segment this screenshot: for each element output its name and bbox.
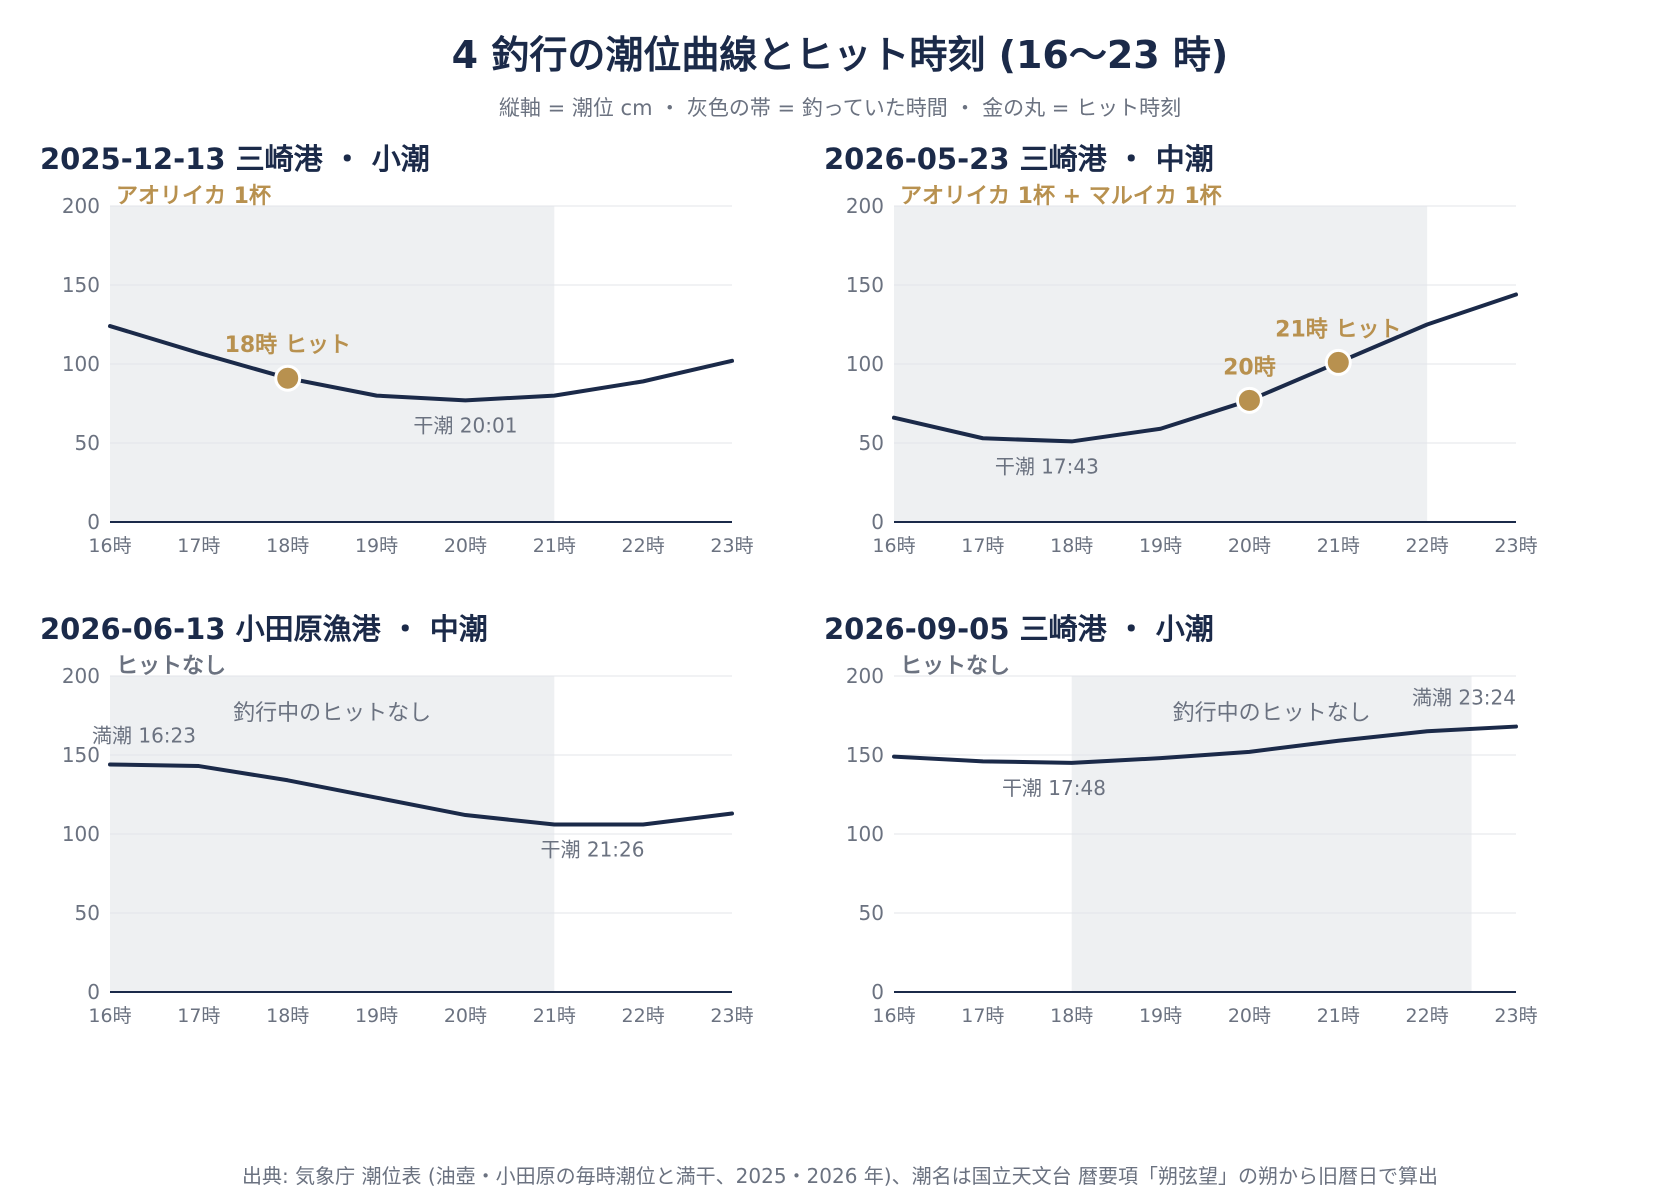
- chart-panel-2: 2026-05-23 三崎港 ・ 中潮 アオリイカ 1杯 + マルイカ 1杯 0…: [824, 136, 1604, 596]
- y-tick-label: 150: [62, 273, 100, 297]
- tide-line: [108, 324, 734, 403]
- chart-panel-3: 2026-06-13 小田原漁港 ・ 中潮 ヒットなし 0 50 100 150 200…: [40, 606, 820, 1066]
- tide-annotation: 満潮 16:23: [92, 723, 196, 747]
- y-tick-label: 0: [871, 510, 884, 534]
- hit-marker: [1235, 386, 1263, 414]
- catch-label: ヒットなし: [900, 654, 1011, 679]
- panel-title: 2025-12-13 三崎港 ・ 小潮: [40, 142, 430, 176]
- hit-label: 21時 ヒット: [1275, 317, 1401, 342]
- chart-title: 4 釣行の潮位曲線とヒット時刻 (16〜23 時): [451, 33, 1229, 77]
- tide-line: [892, 724, 1518, 765]
- x-tick-label: 19時: [355, 1005, 398, 1027]
- x-tick-label: 23時: [1494, 535, 1537, 557]
- x-tick-label: 16時: [872, 535, 915, 557]
- x-tick-label: 18時: [266, 535, 309, 557]
- source-note: 出典: 気象庁 潮位表 (油壺・小田原の毎時潮位と満干、2025・2026 年)…: [242, 1164, 1438, 1188]
- y-tick-label: 200: [62, 194, 100, 218]
- x-tick-label: 23時: [710, 1005, 753, 1027]
- panel-title: 2026-09-05 三崎港 ・ 小潮: [824, 612, 1214, 646]
- x-tick-label: 22時: [1406, 535, 1449, 557]
- x-tick-label: 23時: [1494, 1005, 1537, 1027]
- x-tick-label: 18時: [266, 1005, 309, 1027]
- x-tick-label: 22時: [622, 535, 665, 557]
- x-tick-label: 21時: [1317, 535, 1360, 557]
- y-tick-label: 200: [846, 664, 884, 688]
- y-tick-label: 0: [871, 980, 884, 1004]
- y-tick-label: 200: [62, 664, 100, 688]
- x-tick-label: 19時: [1139, 535, 1182, 557]
- chart-panel-4: 2026-09-05 三崎港 ・ 小潮 ヒットなし 0 50 100 150 200 16…: [824, 606, 1604, 1066]
- chart-subtitle: 縦軸 = 潮位 cm ・ 灰色の帯 = 釣っていた時間 ・ 金の丸 = ヒット時…: [498, 96, 1182, 120]
- x-tick-label: 17時: [961, 535, 1004, 557]
- tide-annotation: 満潮 23:24: [1412, 686, 1516, 710]
- x-tick-label: 16時: [872, 1005, 915, 1027]
- tide-chart-svg: 0 50 100 150 200 16時 17時 18時 19時 20時 21時 22時 23時 干潮 2…: [62, 194, 754, 557]
- y-tick-label: 100: [62, 352, 100, 376]
- hit-marker: [1324, 348, 1352, 376]
- y-tick-label: 150: [62, 743, 100, 767]
- x-tick-label: 17時: [177, 535, 220, 557]
- y-tick-label: 100: [846, 352, 884, 376]
- catch-label: ヒットなし: [116, 654, 227, 679]
- x-tick-label: 21時: [533, 1005, 576, 1027]
- y-tick-label: 150: [846, 273, 884, 297]
- y-tick-label: 50: [75, 901, 100, 925]
- x-tick-label: 16時: [88, 1005, 131, 1027]
- tide-line: [108, 762, 734, 827]
- x-tick-label: 22時: [622, 1005, 665, 1027]
- x-tick-label: 23時: [710, 535, 753, 557]
- y-tick-label: 0: [87, 510, 100, 534]
- hit-label: 20時: [1223, 355, 1276, 380]
- y-tick-label: 100: [62, 822, 100, 846]
- band-label: 釣行中のヒットなし: [233, 701, 431, 726]
- x-tick-label: 22時: [1406, 1005, 1449, 1027]
- hit-marker: [274, 364, 302, 392]
- tide-annotation: 干潮 17:48: [1002, 776, 1106, 800]
- x-tick-label: 18時: [1050, 535, 1093, 557]
- tide-annotation: 干潮 21:26: [540, 838, 644, 862]
- tide-annotation: 干潮 17:43: [995, 454, 1099, 478]
- y-tick-label: 50: [859, 901, 884, 925]
- chart-panel-1: 2025-12-13 三崎港 ・ 小潮 アオリイカ 1杯 0 50 100 150 20…: [40, 136, 820, 596]
- y-tick-label: 0: [87, 980, 100, 1004]
- x-tick-label: 18時: [1050, 1005, 1093, 1027]
- y-tick-label: 50: [75, 431, 100, 455]
- y-tick-label: 150: [846, 743, 884, 767]
- x-tick-label: 19時: [1139, 1005, 1182, 1027]
- band-label: 釣行中のヒットなし: [1173, 701, 1371, 726]
- x-tick-label: 20時: [1228, 535, 1271, 557]
- hit-label: 18時 ヒット: [225, 333, 351, 358]
- panel-title: 2026-05-23 三崎港 ・ 中潮: [824, 142, 1214, 176]
- tide-chart-svg: 0 50 100 150 200 16時 17時 18時 19時 20時 21時 22時 23時 干潮 1…: [846, 194, 1538, 557]
- y-tick-label: 50: [859, 431, 884, 455]
- x-tick-label: 20時: [444, 1005, 487, 1027]
- panel-title: 2026-06-13 小田原漁港 ・ 中潮: [40, 612, 488, 646]
- x-tick-label: 20時: [444, 535, 487, 557]
- tide-line: [892, 292, 1518, 444]
- y-tick-label: 100: [846, 822, 884, 846]
- x-tick-label: 17時: [961, 1005, 1004, 1027]
- catch-label: アオリイカ 1杯 + マルイカ 1杯: [900, 184, 1222, 209]
- catch-label: アオリイカ 1杯: [116, 184, 271, 209]
- tide-annotation: 干潮 20:01: [413, 413, 517, 437]
- x-tick-label: 21時: [533, 535, 576, 557]
- x-tick-label: 16時: [88, 535, 131, 557]
- tide-chart-svg: 0 50 100 150 200 16時 17時 18時 19時 20時 21時 22時 23時 釣行中の…: [846, 664, 1538, 1027]
- x-tick-label: 20時: [1228, 1005, 1271, 1027]
- x-tick-label: 17時: [177, 1005, 220, 1027]
- y-tick-label: 200: [846, 194, 884, 218]
- tide-chart-svg: 0 50 100 150 200 16時 17時 18時 19時 20時 21時 22時 23時 釣行中の…: [62, 664, 754, 1027]
- x-tick-label: 19時: [355, 535, 398, 557]
- x-tick-label: 21時: [1317, 1005, 1360, 1027]
